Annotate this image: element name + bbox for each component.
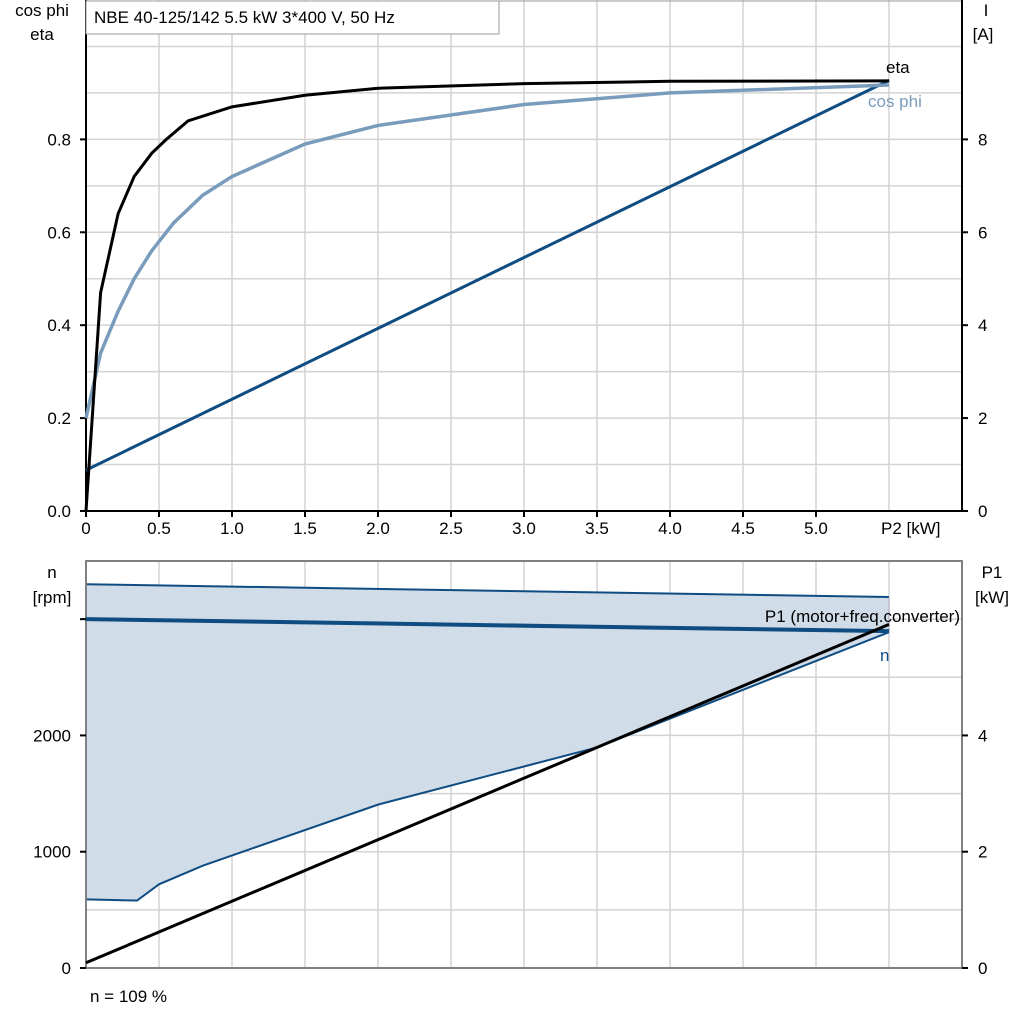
y-right-label: [A] bbox=[973, 25, 994, 44]
plot-frame bbox=[85, 560, 963, 969]
y-left-label: n bbox=[47, 563, 56, 582]
n-label: n bbox=[880, 646, 889, 665]
y-right-tick-label: 0 bbox=[978, 959, 987, 978]
y-left-label: eta bbox=[30, 25, 54, 44]
y-right-tick-label: 8 bbox=[978, 130, 987, 149]
p1-line bbox=[85, 622, 890, 965]
x-tick-label: 1.0 bbox=[220, 519, 244, 538]
current-line bbox=[85, 79, 890, 472]
speed-range-upper-line bbox=[85, 583, 890, 599]
x-tick-label: 0 bbox=[81, 519, 90, 538]
eta-label: eta bbox=[886, 58, 910, 77]
y-left-tick-label: 0.2 bbox=[47, 409, 71, 428]
y-left-tick-label: 0.0 bbox=[47, 502, 71, 521]
y-left-label: [rpm] bbox=[33, 588, 72, 607]
speed-line bbox=[85, 617, 890, 634]
y-left-tick-label: 0.8 bbox=[47, 130, 71, 149]
x-axis-label: P2 [kW] bbox=[881, 519, 941, 538]
title-box bbox=[85, 0, 500, 35]
eta-line bbox=[84, 79, 890, 512]
y-left-tick-label: 2000 bbox=[33, 726, 71, 745]
cos-phi-label: cos phi bbox=[868, 92, 922, 111]
x-tick-label: 2.0 bbox=[366, 519, 390, 538]
x-tick-label: 0.5 bbox=[147, 519, 171, 538]
y-right-tick-label: 4 bbox=[978, 726, 987, 745]
chart-title: NBE 40-125/142 5.5 kW 3*400 V, 50 Hz bbox=[94, 8, 395, 27]
speed-annotation: n = 109 % bbox=[90, 987, 167, 1006]
y-right-label: [kW] bbox=[975, 588, 1009, 607]
x-tick-label: 5.0 bbox=[804, 519, 828, 538]
y-left-tick-label: 0 bbox=[62, 959, 71, 978]
y-right-tick-label: 4 bbox=[978, 316, 987, 335]
y-right-tick-label: 2 bbox=[978, 409, 987, 428]
y-left-label: cos phi bbox=[15, 1, 69, 20]
x-tick-label: 3.0 bbox=[512, 519, 536, 538]
y-left-tick-label: 0.6 bbox=[47, 223, 71, 242]
speed-range-area bbox=[86, 584, 889, 901]
y-left-tick-label: 0.4 bbox=[47, 316, 71, 335]
x-tick-label: 2.5 bbox=[439, 519, 463, 538]
y-right-label: I bbox=[984, 1, 989, 20]
p1-label: P1 (motor+freq.converter) bbox=[765, 607, 960, 626]
y-right-label: P1 bbox=[982, 563, 1003, 582]
x-tick-label: 1.5 bbox=[293, 519, 317, 538]
y-right-tick-label: 2 bbox=[978, 843, 987, 862]
x-tick-label: 4.0 bbox=[658, 519, 682, 538]
y-right-tick-label: 0 bbox=[978, 502, 987, 521]
x-tick-label: 4.5 bbox=[731, 519, 755, 538]
cos-phi-line bbox=[84, 83, 890, 419]
x-tick-label: 3.5 bbox=[585, 519, 609, 538]
y-right-tick-label: 6 bbox=[978, 223, 987, 242]
y-left-tick-label: 1000 bbox=[33, 843, 71, 862]
